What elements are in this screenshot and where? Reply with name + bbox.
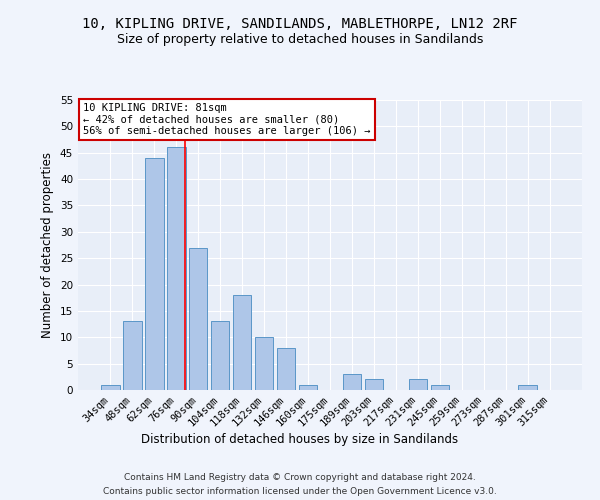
Text: Distribution of detached houses by size in Sandilands: Distribution of detached houses by size …	[142, 432, 458, 446]
Bar	[211, 322, 229, 390]
Bar	[365, 380, 383, 390]
Bar	[277, 348, 295, 390]
Bar	[233, 295, 251, 390]
Bar	[409, 380, 427, 390]
Text: 10 KIPLING DRIVE: 81sqm
← 42% of detached houses are smaller (80)
56% of semi-de: 10 KIPLING DRIVE: 81sqm ← 42% of detache…	[83, 103, 371, 136]
Bar	[167, 148, 185, 390]
Bar	[518, 384, 537, 390]
Bar	[145, 158, 164, 390]
Bar	[343, 374, 361, 390]
Y-axis label: Number of detached properties: Number of detached properties	[41, 152, 55, 338]
Text: Size of property relative to detached houses in Sandilands: Size of property relative to detached ho…	[117, 32, 483, 46]
Text: 10, KIPLING DRIVE, SANDILANDS, MABLETHORPE, LN12 2RF: 10, KIPLING DRIVE, SANDILANDS, MABLETHOR…	[82, 18, 518, 32]
Text: Contains HM Land Registry data © Crown copyright and database right 2024.: Contains HM Land Registry data © Crown c…	[124, 472, 476, 482]
Text: Contains public sector information licensed under the Open Government Licence v3: Contains public sector information licen…	[103, 488, 497, 496]
Bar	[255, 338, 274, 390]
Bar	[101, 384, 119, 390]
Bar	[431, 384, 449, 390]
Bar	[299, 384, 317, 390]
Bar	[189, 248, 208, 390]
Bar	[123, 322, 142, 390]
